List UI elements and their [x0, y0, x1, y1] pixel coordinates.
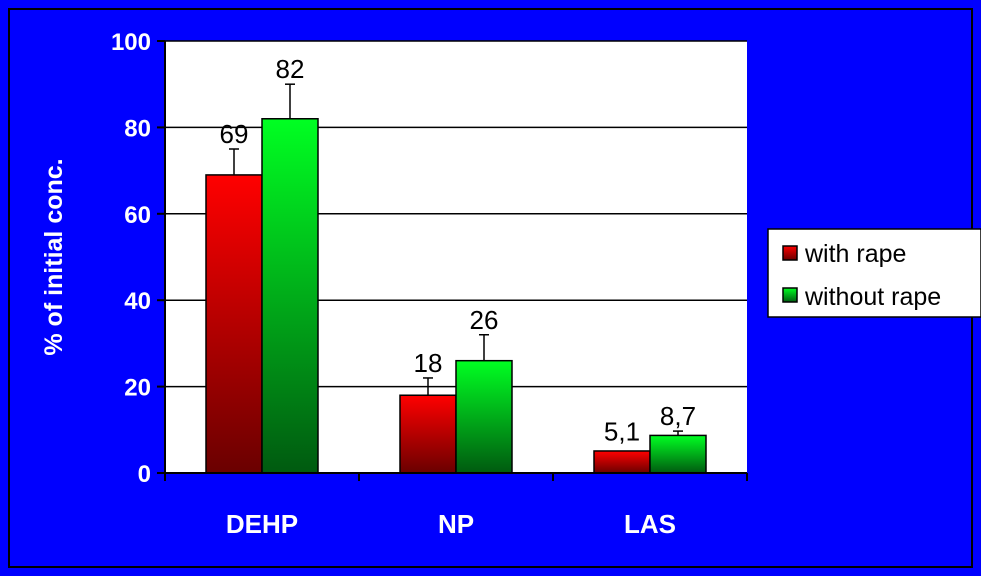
legend-label-without-rape: without rape — [804, 283, 941, 311]
bar-without-rape — [261, 118, 319, 474]
bar-without-rape — [649, 434, 707, 474]
y-tick-label: 20 — [124, 375, 151, 402]
y-axis-label: % of initial conc. — [40, 158, 68, 355]
data-label: 18 — [414, 348, 443, 378]
y-tick-label: 100 — [111, 29, 151, 56]
data-labels: 69 82 18 26 5,1 8,7 — [220, 54, 697, 446]
axes: DEHP NP LAS 0 20 40 60 80 100 — [111, 29, 748, 539]
x-tick-label: NP — [438, 509, 474, 539]
x-tick-label: DEHP — [226, 509, 298, 539]
y-tick-label: 80 — [124, 115, 151, 142]
data-label: 8,7 — [660, 401, 696, 431]
y-tick-label: 0 — [138, 461, 151, 488]
legend-swatch-with-rape — [782, 245, 798, 261]
legend-box — [767, 228, 981, 318]
legend-swatch-without-rape — [782, 287, 798, 303]
legend-label-with-rape: with rape — [804, 240, 906, 268]
data-label: 82 — [276, 54, 305, 84]
bar-with-rape — [399, 394, 457, 474]
y-tick-label: 60 — [124, 202, 151, 229]
bar-with-rape — [205, 174, 263, 474]
legend: with rape without rape — [767, 228, 981, 318]
bar-without-rape — [455, 359, 513, 474]
data-label: 69 — [220, 119, 249, 149]
data-label: 5,1 — [604, 417, 640, 447]
x-tick-label: LAS — [624, 509, 676, 539]
y-tick-label: 40 — [124, 288, 151, 315]
bar-with-rape — [593, 450, 651, 474]
data-label: 26 — [470, 305, 499, 335]
